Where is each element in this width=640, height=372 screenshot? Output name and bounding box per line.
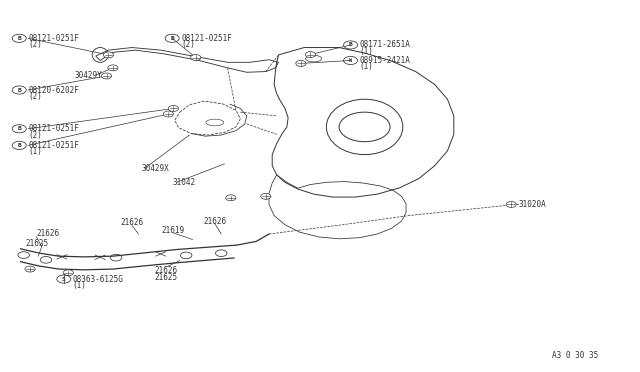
- Text: B: B: [17, 36, 21, 41]
- Circle shape: [63, 270, 74, 276]
- Circle shape: [108, 65, 118, 71]
- Circle shape: [163, 111, 173, 117]
- Text: 21625: 21625: [26, 239, 49, 248]
- Text: A3 0 30 35: A3 0 30 35: [552, 351, 598, 360]
- Circle shape: [40, 257, 52, 263]
- Text: (2): (2): [28, 40, 42, 49]
- Text: 08121-0251F: 08121-0251F: [181, 34, 232, 43]
- Circle shape: [216, 250, 227, 257]
- Text: (2): (2): [28, 92, 42, 101]
- Circle shape: [103, 52, 113, 58]
- Text: 21626: 21626: [154, 266, 177, 275]
- Text: 21626: 21626: [120, 218, 143, 227]
- Text: 08121-0251F: 08121-0251F: [28, 34, 79, 43]
- Circle shape: [260, 193, 271, 199]
- Circle shape: [101, 73, 111, 79]
- Text: 21619: 21619: [162, 226, 185, 235]
- Circle shape: [110, 254, 122, 261]
- Text: B: B: [17, 126, 21, 131]
- Text: 08171-2651A: 08171-2651A: [360, 41, 410, 49]
- Text: 08120-6202F: 08120-6202F: [28, 86, 79, 94]
- Text: (1): (1): [360, 62, 373, 71]
- Text: (2): (2): [181, 40, 195, 49]
- Text: (1): (1): [360, 47, 373, 56]
- Text: 08121-0251F: 08121-0251F: [28, 124, 79, 133]
- Text: 31020A: 31020A: [519, 200, 547, 209]
- Text: 21626: 21626: [36, 230, 60, 238]
- Circle shape: [191, 55, 201, 61]
- Circle shape: [305, 52, 316, 58]
- Circle shape: [25, 266, 35, 272]
- Text: (2): (2): [28, 131, 42, 140]
- Text: 30429Y: 30429Y: [75, 71, 102, 80]
- Text: 31042: 31042: [172, 178, 195, 187]
- Text: 08915-2421A: 08915-2421A: [360, 56, 410, 65]
- Circle shape: [18, 252, 29, 259]
- Text: (1): (1): [28, 147, 42, 156]
- Circle shape: [506, 202, 516, 208]
- Text: 08121-0251F: 08121-0251F: [28, 141, 79, 150]
- Text: B: B: [349, 42, 353, 48]
- Text: B: B: [17, 143, 21, 148]
- Text: W: W: [349, 58, 352, 63]
- Text: (1): (1): [73, 281, 86, 290]
- Circle shape: [180, 252, 192, 259]
- Text: 21625: 21625: [154, 273, 177, 282]
- Text: S: S: [62, 276, 66, 282]
- Circle shape: [226, 195, 236, 201]
- Circle shape: [168, 106, 179, 112]
- Text: 30429X: 30429X: [141, 164, 170, 173]
- Text: B: B: [170, 36, 174, 41]
- Text: B: B: [17, 87, 21, 93]
- Circle shape: [296, 61, 306, 66]
- Text: 08363-6125G: 08363-6125G: [73, 275, 124, 283]
- Text: 21626: 21626: [204, 217, 227, 225]
